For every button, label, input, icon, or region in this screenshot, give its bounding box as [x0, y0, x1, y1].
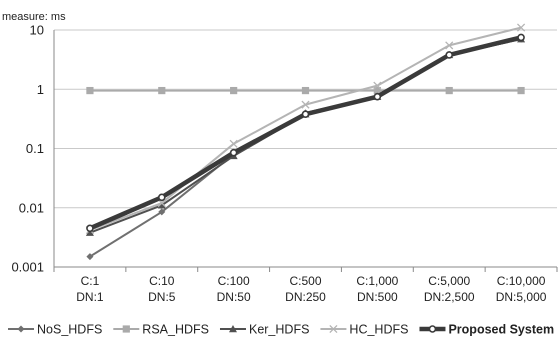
- data-point: [229, 148, 238, 157]
- data-point: [301, 100, 310, 109]
- x-tick-label: DN:1: [76, 290, 104, 304]
- data-point: [230, 86, 238, 95]
- y-tick-label: 0.001: [11, 260, 44, 275]
- legend-item: HC_HDFS: [320, 323, 408, 337]
- x-tick-label: C:1,000: [356, 274, 398, 288]
- legend-marker: [329, 324, 338, 334]
- x-tick-label: DN:500: [357, 290, 398, 304]
- legend-marker: [228, 325, 237, 333]
- legend-label: NoS_HDFS: [37, 323, 102, 337]
- x-tick-label: C:10,000: [497, 274, 546, 288]
- axes: [53, 30, 558, 272]
- data-point: [301, 86, 310, 95]
- y-axis-ticks: 10 1 0.1 0.01 0.001: [11, 23, 44, 275]
- series-proposed-system: [86, 33, 525, 233]
- x-tick-label: C:100: [218, 274, 250, 288]
- legend-marker: [17, 325, 25, 333]
- data-point: [229, 139, 238, 148]
- data-point: [158, 208, 166, 216]
- data-point: [373, 92, 382, 101]
- data-point: [373, 81, 382, 90]
- series-rsa-hdfs: [86, 86, 525, 95]
- data-point: [158, 86, 166, 95]
- y-tick-label: 1: [37, 82, 44, 97]
- legend-label: RSA_HDFS: [142, 323, 209, 337]
- x-tick-label: DN:2,500: [424, 290, 475, 304]
- data-point: [373, 86, 381, 95]
- data-point: [85, 228, 94, 236]
- legend-item: RSA_HDFS: [113, 323, 209, 337]
- data-point: [301, 110, 310, 118]
- x-tick-label: C:10: [149, 274, 175, 288]
- legend-label: HC_HDFS: [349, 323, 408, 337]
- x-tick-label: C:1: [81, 274, 100, 288]
- y-tick-label: 0.01: [19, 200, 44, 215]
- y-tick-label: 10: [30, 23, 44, 38]
- legend-item: Ker_HDFS: [219, 323, 309, 337]
- legend-marker: [428, 325, 437, 333]
- legend: NoS_HDFS RSA_HDFS Ker_HDFS HC_HDFS Proposed …: [8, 323, 554, 337]
- data-point: [445, 51, 454, 59]
- x-tick-label: DN:50: [217, 290, 251, 304]
- x-tick-label: DN:250: [285, 290, 326, 304]
- data-point: [86, 86, 94, 95]
- y-tick-label: 0.1: [26, 141, 44, 156]
- legend-label: Ker_HDFS: [249, 323, 309, 337]
- x-tick-label: DN:5,000: [496, 290, 547, 304]
- legend-item: Proposed System: [419, 323, 554, 337]
- series-group: [85, 23, 526, 261]
- series-line: [89, 38, 522, 234]
- x-tick-label: C:5,000: [428, 274, 470, 288]
- data-point: [517, 86, 525, 95]
- series-line: [89, 38, 522, 258]
- legend-item: NoS_HDFS: [8, 323, 102, 337]
- data-point: [86, 253, 94, 261]
- data-point: [517, 23, 526, 32]
- data-point: [445, 41, 454, 50]
- data-point: [157, 193, 166, 202]
- series-line: [89, 35, 522, 231]
- x-axis-ticks: C:1 DN:1 C:10 DN:5 C:100 DN:50 C:500 DN:250 C:1,…: [76, 274, 546, 304]
- x-tick-label: C:500: [289, 274, 321, 288]
- data-point: [157, 201, 166, 209]
- unit-label: measure: ms: [2, 11, 66, 23]
- data-point: [517, 33, 525, 42]
- legend-label: Proposed System: [448, 323, 554, 337]
- data-point: [445, 86, 453, 95]
- data-point: [86, 224, 94, 233]
- legend-marker: [122, 325, 130, 333]
- x-tick-label: DN:5: [148, 290, 176, 304]
- series-nos-hdfs: [86, 35, 525, 261]
